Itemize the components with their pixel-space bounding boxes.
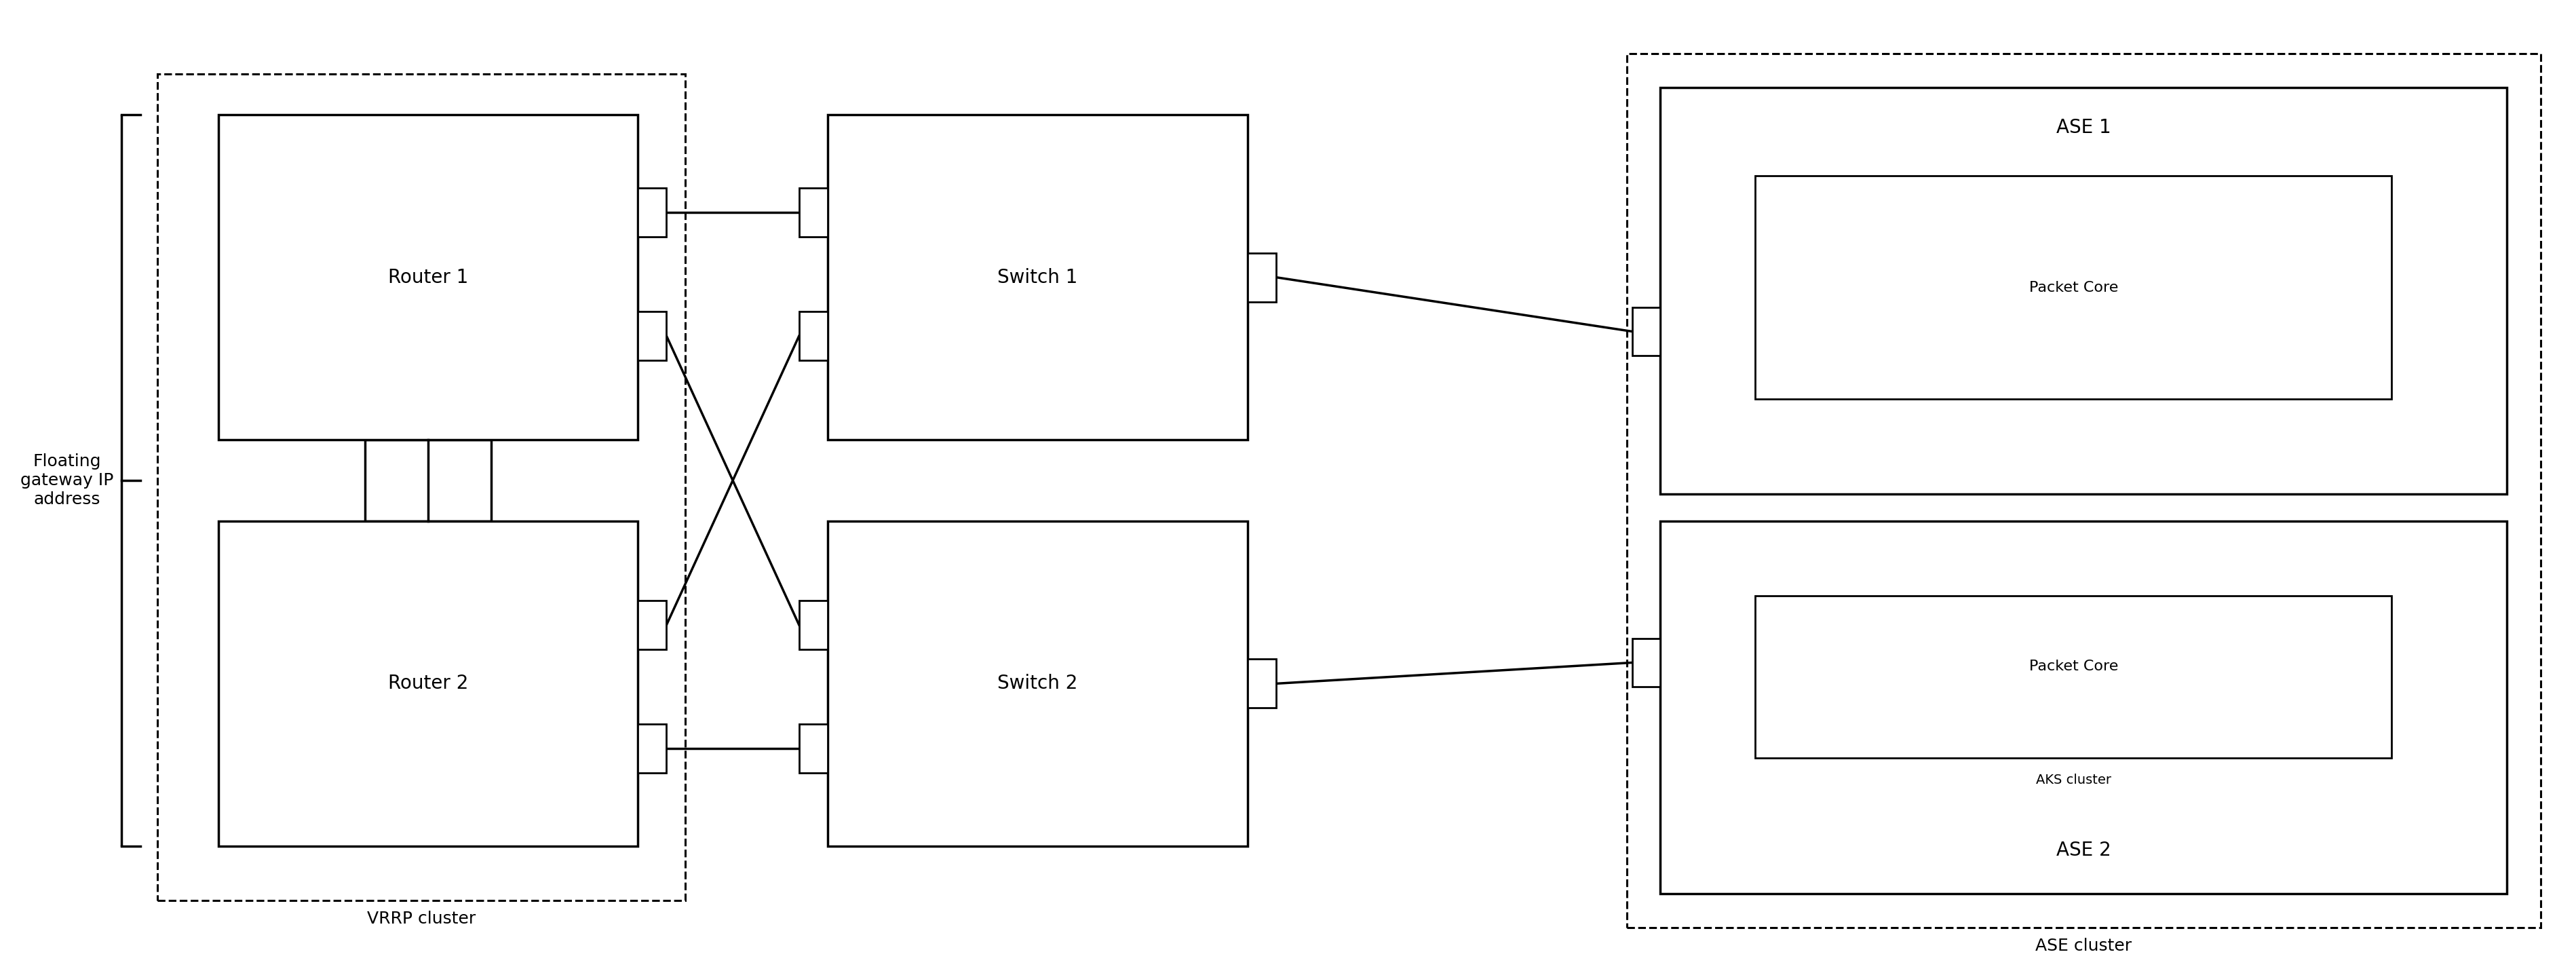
Text: ASE 2: ASE 2 (2056, 841, 2110, 860)
Text: ASE cluster: ASE cluster (2035, 938, 2133, 953)
Bar (1625, 53, 2540, 927)
Bar (827, 521, 1247, 846)
Text: Router 1: Router 1 (389, 267, 469, 287)
Bar (639, 601, 667, 649)
Text: Router 2: Router 2 (389, 674, 469, 693)
Bar (1247, 659, 1275, 708)
Bar (799, 724, 827, 773)
Bar (799, 311, 827, 360)
Bar (1247, 253, 1275, 301)
Bar (219, 521, 639, 846)
Bar (639, 311, 667, 360)
Bar (639, 724, 667, 773)
Bar (1708, 128, 2439, 440)
Bar (1633, 639, 1662, 687)
Text: VRRP cluster: VRRP cluster (366, 911, 477, 926)
Bar (366, 440, 492, 521)
Bar (1662, 521, 2506, 893)
Bar (1633, 307, 1662, 356)
Text: ASE 1: ASE 1 (2056, 118, 2110, 137)
Bar (1754, 596, 2391, 758)
Text: AKS cluster: AKS cluster (2035, 773, 2112, 787)
Text: Floating
gateway IP
address: Floating gateway IP address (21, 453, 113, 508)
Bar (157, 74, 685, 900)
Text: Switch 1: Switch 1 (997, 267, 1077, 287)
Bar (1708, 548, 2439, 805)
Text: Packet Core: Packet Core (2030, 660, 2117, 673)
Bar (639, 188, 667, 236)
Bar (799, 188, 827, 236)
Bar (827, 114, 1247, 440)
Bar (799, 601, 827, 649)
Text: Switch 2: Switch 2 (997, 674, 1077, 693)
Bar (219, 114, 639, 440)
Text: Packet Core: Packet Core (2030, 281, 2117, 295)
Bar (1754, 175, 2391, 399)
Bar (1662, 87, 2506, 494)
